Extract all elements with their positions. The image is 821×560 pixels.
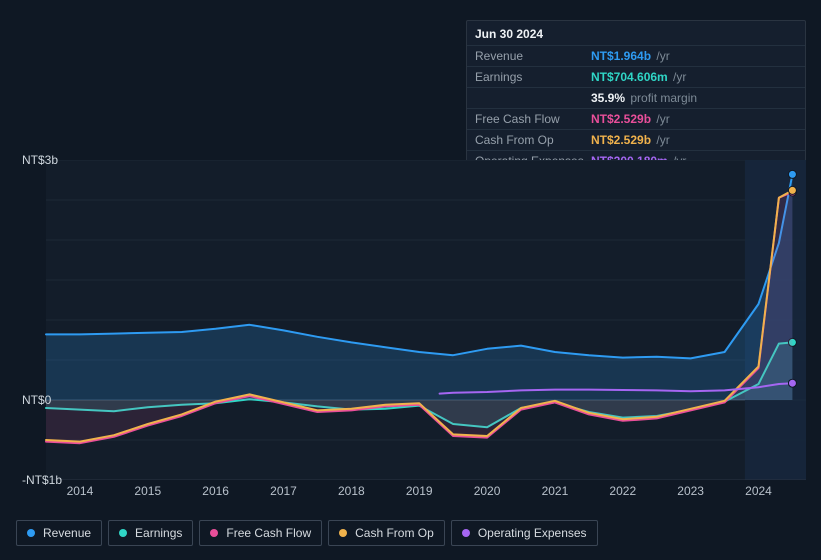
tooltip-row-label	[475, 90, 591, 106]
tooltip-row: EarningsNT$704.606m /yr	[467, 66, 805, 87]
x-axis-label: 2017	[270, 484, 297, 498]
tooltip-row-label: Revenue	[475, 48, 591, 64]
x-axis-label: 2014	[67, 484, 94, 498]
x-axis-label: 2022	[609, 484, 636, 498]
x-axis-label: 2024	[745, 484, 772, 498]
tooltip-row-value: NT$2.529b /yr	[591, 111, 797, 127]
legend-item-earnings[interactable]: Earnings	[108, 520, 193, 546]
x-axis-label: 2019	[406, 484, 433, 498]
chart-canvas	[16, 160, 806, 480]
y-axis-label: NT$3b	[22, 153, 58, 167]
legend-label: Cash From Op	[355, 526, 434, 540]
x-axis-label: 2015	[134, 484, 161, 498]
tooltip-row: Cash From OpNT$2.529b /yr	[467, 129, 805, 150]
line-chart	[16, 160, 806, 500]
y-axis-label: -NT$1b	[22, 473, 62, 487]
y-axis-label: NT$0	[22, 393, 51, 407]
tooltip-row-value: NT$704.606m /yr	[591, 69, 797, 85]
legend-dot-icon	[339, 529, 347, 537]
tooltip-row: Free Cash FlowNT$2.529b /yr	[467, 108, 805, 129]
tooltip-row: 35.9% profit margin	[467, 87, 805, 108]
legend-label: Revenue	[43, 526, 91, 540]
x-axis-label: 2023	[677, 484, 704, 498]
x-axis-label: 2018	[338, 484, 365, 498]
tooltip-row-value: 35.9% profit margin	[591, 90, 797, 106]
x-axis-label: 2020	[474, 484, 501, 498]
x-axis-label: 2021	[542, 484, 569, 498]
tooltip-date: Jun 30 2024	[467, 27, 805, 45]
legend-dot-icon	[119, 529, 127, 537]
legend-label: Earnings	[135, 526, 182, 540]
x-axis: 2014 2015 2016 2017 2018 2019 2020 2021 2022 2023…	[16, 484, 806, 500]
tooltip-row-label: Free Cash Flow	[475, 111, 591, 127]
tooltip-row-label: Earnings	[475, 69, 591, 85]
tooltip-row-value: NT$1.964b /yr	[591, 48, 797, 64]
chart-tooltip: Jun 30 2024 RevenueNT$1.964b /yrEarnings…	[466, 20, 806, 172]
legend-item-cfo[interactable]: Cash From Op	[328, 520, 445, 546]
legend-item-fcf[interactable]: Free Cash Flow	[199, 520, 322, 546]
legend-item-opex[interactable]: Operating Expenses	[451, 520, 598, 546]
legend-label: Free Cash Flow	[226, 526, 311, 540]
tooltip-row: RevenueNT$1.964b /yr	[467, 45, 805, 66]
x-axis-label: 2016	[202, 484, 229, 498]
legend-label: Operating Expenses	[478, 526, 587, 540]
chart-legend: Revenue Earnings Free Cash Flow Cash From O…	[16, 520, 598, 546]
legend-dot-icon	[462, 529, 470, 537]
tooltip-row-value: NT$2.529b /yr	[591, 132, 797, 148]
legend-dot-icon	[27, 529, 35, 537]
legend-dot-icon	[210, 529, 218, 537]
tooltip-row-label: Cash From Op	[475, 132, 591, 148]
legend-item-revenue[interactable]: Revenue	[16, 520, 102, 546]
